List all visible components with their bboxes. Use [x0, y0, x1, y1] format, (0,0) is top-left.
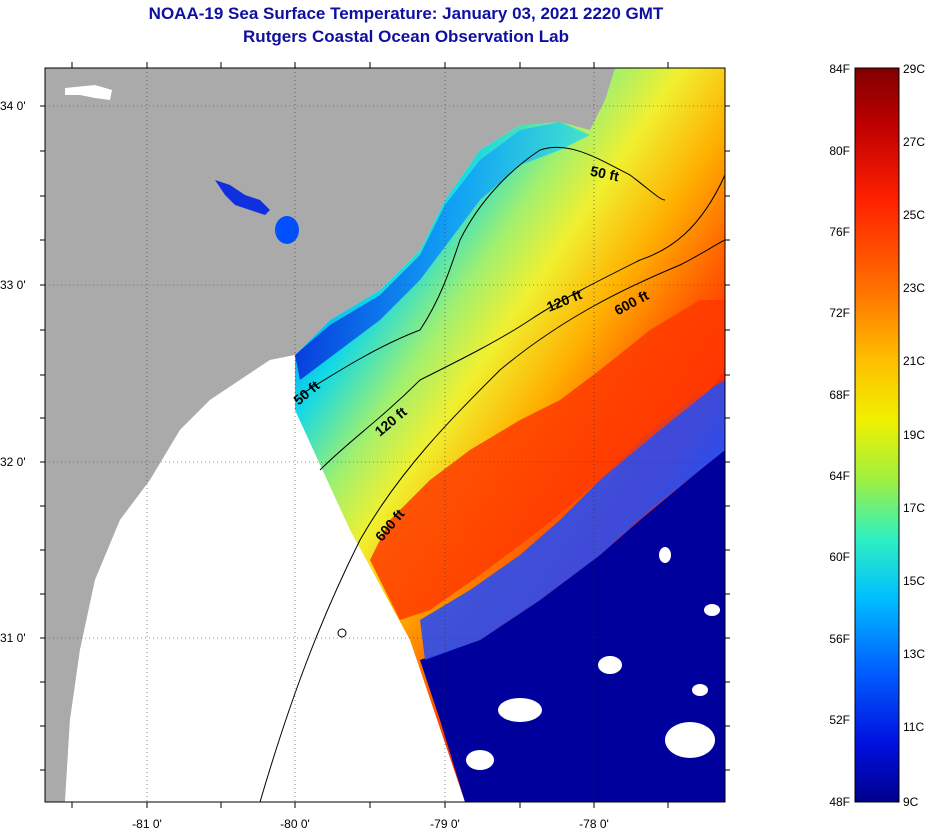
- colorbar-c-label: 25C: [903, 208, 925, 222]
- colorbar-f-label: 56F: [829, 632, 850, 646]
- cloud-patches: [466, 547, 720, 770]
- colorbar-c-label: 11C: [903, 720, 924, 734]
- inland-water: [215, 180, 299, 244]
- colorbar-c-label: 21C: [903, 354, 925, 368]
- lon-label-81: -81 0': [132, 817, 162, 831]
- lat-label-34: 34 0': [0, 99, 26, 113]
- lon-label-79: -79 0': [430, 817, 460, 831]
- depth-contours: [259, 146, 725, 802]
- colorbar-f-label: 72F: [829, 306, 850, 320]
- map-title: NOAA-19 Sea Surface Temperature: January…: [148, 4, 664, 23]
- cold-front: [420, 380, 725, 660]
- lon-label-80: -80 0': [280, 817, 310, 831]
- colorbar-f-label: 64F: [829, 469, 850, 483]
- land-mass: [45, 68, 615, 802]
- coastal-marsh: [65, 355, 295, 802]
- map-frame: [44, 67, 726, 803]
- colorbar-f-label: 60F: [829, 550, 850, 564]
- contour-600ft: [259, 239, 725, 802]
- colorbar-c-label: 19C: [903, 428, 925, 442]
- lon-label-78: -78 0': [579, 817, 609, 831]
- colorbar-scale: [854, 67, 900, 803]
- contour-label-50ft-north: 50 ft: [589, 163, 621, 185]
- colorbar-f-label: 48F: [829, 795, 850, 809]
- cold-water: [420, 450, 725, 802]
- colorbar-f-label: 84F: [829, 62, 850, 76]
- contour-120ft: [319, 174, 725, 471]
- lat-label-31: 31 0': [0, 631, 26, 645]
- colorbar-f-label: 68F: [829, 388, 850, 402]
- colorbar-c-label: 13C: [903, 647, 925, 661]
- colorbar-c-label: 29C: [903, 62, 925, 76]
- colorbar-f-label: 80F: [829, 144, 850, 158]
- lat-label-33: 33 0': [0, 278, 26, 292]
- warm-band: [370, 300, 725, 620]
- graticule: [45, 68, 725, 802]
- colorbar-c-label: 27C: [903, 135, 925, 149]
- colorbar-f-label: 76F: [829, 225, 850, 239]
- map-subtitle: Rutgers Coastal Ocean Observation Lab: [243, 27, 569, 46]
- colorbar-c-label: 17C: [903, 501, 925, 515]
- colorbar-c-label: 23C: [903, 281, 925, 295]
- colorbar-c-label: 9C: [903, 795, 919, 809]
- lat-label-32: 32 0': [0, 455, 26, 469]
- contour-50ft: [299, 146, 666, 396]
- colorbar-c-label: 15C: [903, 574, 925, 588]
- axis-ticks: [40, 62, 730, 808]
- colorbar-f-label: 52F: [829, 713, 850, 727]
- nearshore-strip: [295, 122, 590, 380]
